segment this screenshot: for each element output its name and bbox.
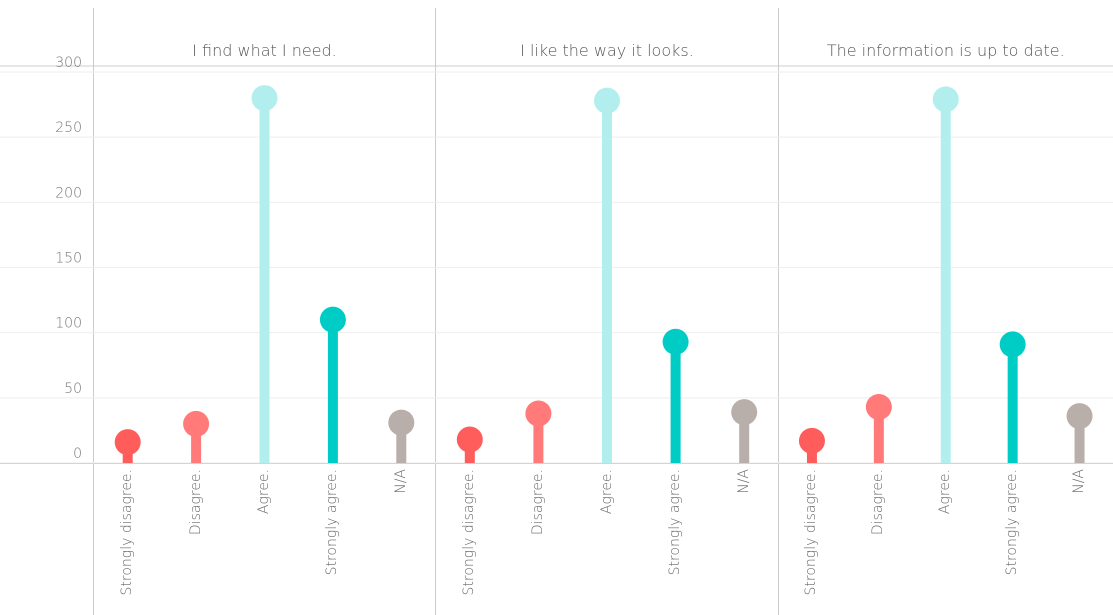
panel-title: I find what I need. bbox=[192, 41, 337, 60]
dot bbox=[456, 426, 483, 453]
stem bbox=[396, 422, 407, 463]
panel-title: I like the way it looks. bbox=[520, 41, 694, 60]
x-tick-label: N/A bbox=[735, 469, 752, 494]
dot bbox=[183, 410, 210, 437]
x-tick-label: Strongly disagree. bbox=[119, 469, 136, 596]
y-tick-label: 0 bbox=[73, 446, 82, 462]
dot bbox=[731, 399, 758, 426]
x-tick-label: Strongly disagree. bbox=[461, 469, 478, 596]
dot bbox=[932, 86, 959, 113]
stem bbox=[602, 100, 612, 463]
y-tick-label: 250 bbox=[55, 120, 82, 136]
stem bbox=[259, 98, 270, 464]
dot bbox=[1066, 403, 1093, 430]
x-tick-label: Agree. bbox=[598, 469, 615, 515]
x-tick-label: Disagree. bbox=[529, 469, 546, 536]
x-tick-label: N/A bbox=[392, 469, 409, 494]
panel-title: The information is up to date. bbox=[827, 41, 1065, 60]
dot bbox=[114, 429, 141, 456]
x-tick-label: Disagree. bbox=[187, 469, 204, 536]
x-tick-label: Agree. bbox=[937, 469, 954, 515]
dot bbox=[251, 85, 278, 112]
y-tick-label: 300 bbox=[55, 55, 82, 71]
stem bbox=[1007, 344, 1018, 463]
dot bbox=[798, 427, 825, 454]
y-tick-label: 50 bbox=[64, 381, 82, 397]
dot bbox=[865, 393, 892, 420]
x-tick-label: Disagree. bbox=[870, 469, 887, 536]
x-tick-label: Strongly agree. bbox=[1004, 469, 1021, 576]
stem bbox=[873, 406, 884, 463]
stem bbox=[327, 319, 338, 463]
stem bbox=[191, 423, 202, 463]
stem bbox=[670, 341, 681, 463]
x-tick-label: Agree. bbox=[256, 469, 272, 515]
y-tick-label: 150 bbox=[55, 251, 82, 267]
x-tick-label: Strongly agree. bbox=[324, 469, 341, 576]
y-tick-label: 100 bbox=[55, 316, 82, 332]
stem bbox=[1074, 416, 1085, 463]
stem bbox=[739, 412, 750, 463]
x-tick-label: N/A bbox=[1071, 469, 1088, 494]
dot bbox=[525, 400, 552, 427]
stem bbox=[533, 413, 544, 463]
dot bbox=[594, 87, 620, 114]
y-tick-label: 200 bbox=[55, 185, 82, 201]
x-tick-label: Strongly agree. bbox=[667, 469, 684, 576]
dot bbox=[319, 306, 346, 333]
dot bbox=[999, 331, 1026, 358]
stem bbox=[940, 99, 951, 464]
dot bbox=[388, 409, 415, 436]
x-tick-label: Strongly disagree. bbox=[803, 469, 820, 596]
dot bbox=[662, 328, 689, 355]
